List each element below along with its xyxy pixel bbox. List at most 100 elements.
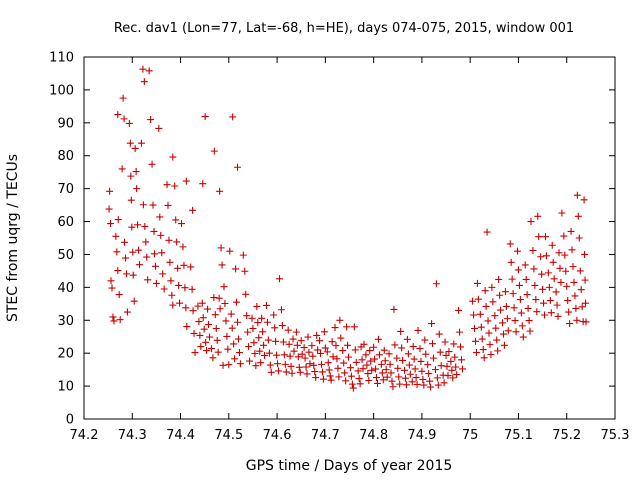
data-point [189, 206, 197, 214]
data-point [371, 355, 379, 363]
data-point [251, 350, 259, 358]
data-point [131, 144, 139, 152]
data-point [169, 301, 177, 309]
data-point [511, 317, 519, 325]
tick-layer: 74.2 74.3 74.4 74.5 74.6 74.7 74.8 74.9 75 75.1 75… [49, 51, 629, 444]
data-point [478, 335, 486, 343]
data-point [254, 319, 262, 327]
data-point [485, 329, 493, 337]
data-point [563, 282, 571, 290]
data-point [444, 372, 452, 380]
data-point [106, 187, 114, 195]
data-point [289, 335, 297, 343]
data-point [168, 291, 176, 299]
data-point [355, 375, 363, 383]
data-point [399, 356, 407, 364]
data-point [285, 340, 293, 348]
data-point [136, 261, 144, 269]
data-point [482, 302, 490, 310]
data-point [316, 337, 324, 345]
data-point [203, 347, 211, 355]
y-tick-label: 90 [57, 116, 74, 131]
data-point [169, 153, 177, 161]
data-point [373, 374, 381, 382]
data-point [375, 351, 383, 359]
data-point [230, 340, 238, 348]
data-point [529, 247, 537, 255]
data-point [457, 343, 465, 351]
data-point [358, 356, 366, 364]
data-point [488, 283, 496, 291]
data-point [420, 381, 428, 389]
data-point [116, 316, 124, 324]
data-point [542, 252, 550, 260]
data-point [382, 366, 390, 374]
data-point [304, 333, 312, 341]
data-point [365, 376, 373, 384]
data-point [319, 375, 327, 383]
data-point [373, 379, 381, 387]
data-point [156, 213, 164, 221]
data-point [223, 332, 231, 340]
y-tick-label: 20 [57, 347, 74, 362]
data-point [199, 314, 207, 322]
data-point [502, 302, 510, 310]
data-point [110, 317, 118, 325]
data-point [339, 347, 347, 355]
data-point [538, 270, 546, 278]
data-point [271, 324, 279, 332]
data-point [147, 116, 155, 124]
y-tick-label: 50 [57, 248, 74, 263]
data-point [318, 360, 326, 368]
data-point [270, 311, 278, 319]
data-point [374, 335, 382, 343]
data-point [310, 361, 318, 369]
data-point [370, 343, 378, 351]
data-point [233, 298, 241, 306]
data-point [140, 78, 148, 86]
data-point [352, 358, 360, 366]
data-point [391, 341, 399, 349]
data-point [479, 346, 487, 354]
data-point [259, 328, 267, 336]
data-point [453, 371, 461, 379]
data-point [422, 350, 430, 358]
x-tick-label: 75.2 [552, 428, 581, 443]
data-point [113, 248, 121, 256]
y-tick-label: 0 [66, 413, 74, 428]
data-point [125, 119, 133, 127]
data-point [191, 349, 199, 357]
data-point [532, 296, 540, 304]
data-point [286, 352, 294, 360]
data-point [115, 291, 123, 299]
data-point [274, 360, 282, 368]
data-point [234, 163, 242, 171]
data-point [541, 233, 549, 241]
data-point [411, 365, 419, 373]
data-point [447, 357, 455, 365]
data-point [568, 246, 576, 254]
data-point [179, 243, 187, 251]
data-point [281, 360, 289, 368]
data-point [163, 181, 171, 189]
data-point [433, 374, 441, 382]
data-point [458, 365, 466, 373]
data-point [317, 350, 325, 358]
data-point [148, 160, 156, 168]
data-point [246, 357, 254, 365]
data-point [372, 365, 380, 373]
data-point [222, 317, 230, 325]
data-point [232, 265, 240, 273]
data-point [440, 379, 448, 387]
data-point [166, 258, 174, 266]
data-point [273, 351, 281, 359]
data-point [204, 305, 212, 313]
data-point [350, 323, 358, 331]
data-point [202, 338, 210, 346]
x-tick-label: 74.5 [214, 428, 243, 443]
data-point [398, 344, 406, 352]
data-point [211, 311, 219, 319]
data-point [234, 318, 242, 326]
data-point [262, 301, 270, 309]
